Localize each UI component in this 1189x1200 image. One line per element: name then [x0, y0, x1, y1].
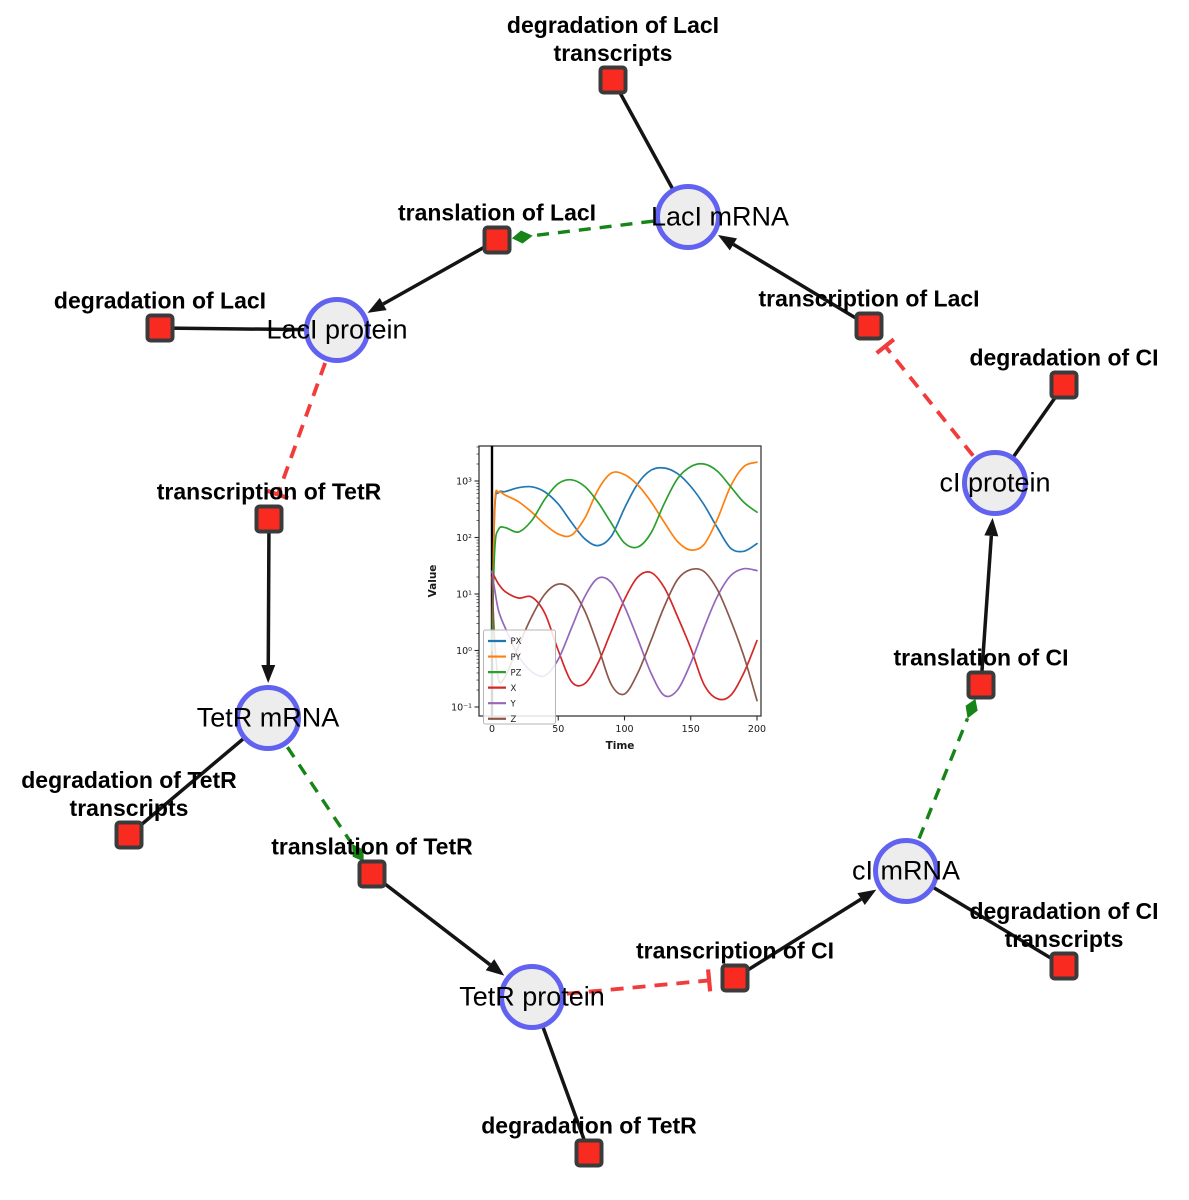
- reaction-node-deg-ci-tx[interactable]: [1049, 951, 1079, 981]
- species-node-tetr-mrna[interactable]: [235, 685, 301, 751]
- legend-label-py: PY: [511, 653, 522, 663]
- species-node-laci-protein[interactable]: [304, 297, 370, 363]
- time-series-chart: 10⁻¹ 10⁰ 10¹ 10² 10³ 0 50 100 150 200 Time Value PX P…: [427, 445, 766, 752]
- edge-inhibition-ci_protein-tx_laci: [875, 337, 975, 457]
- series-line-x: [491, 570, 758, 701]
- reaction-label-line: transcripts: [1004, 925, 1124, 952]
- reaction-label-line: transcripts: [69, 794, 189, 821]
- reaction-label-line: degradation of CI: [969, 898, 1159, 924]
- x-tick-label: 100: [615, 724, 633, 735]
- reaction-node-tx-laci[interactable]: [854, 311, 884, 341]
- x-tick-label: 200: [748, 724, 766, 735]
- reaction-label-deg-tetr-tx: degradation of TetR transcripts: [21, 767, 237, 822]
- reaction-node-deg-ci[interactable]: [1049, 370, 1079, 400]
- y-tick-label: 10²: [456, 533, 472, 544]
- edge-modifier-tetr_mrna-transl_tetr: [286, 746, 364, 862]
- reaction-label-line: translation of CI: [893, 644, 1069, 671]
- reaction-node-tx-tetr[interactable]: [254, 504, 284, 534]
- reaction-label-line: degradation of LacI: [506, 12, 720, 38]
- reaction-label-line: transcription of CI: [635, 937, 835, 964]
- legend-label-pz: PZ: [511, 668, 522, 678]
- edge-production-transl_ci-ci_protein: [979, 517, 999, 686]
- simulation-plot-inset: 10⁻¹ 10⁰ 10¹ 10² 10³ 0 50 100 150 200 Time Value PX P…: [425, 430, 775, 765]
- reaction-node-deg-laci-tx[interactable]: [598, 65, 628, 95]
- reaction-label-line: translation of TetR: [271, 833, 473, 860]
- edge-inhibition-laci_protein-tx_tetr: [266, 362, 327, 501]
- reaction-label-line: transcription of TetR: [156, 478, 382, 505]
- legend-label-z: Z: [511, 715, 517, 725]
- species-label-laci-protein: LacI protein: [266, 314, 408, 345]
- x-tick-label: 50: [552, 724, 564, 735]
- plot-frame: [478, 445, 762, 717]
- edge-production-tx_ci-ci_mrna: [734, 889, 877, 980]
- legend-label-y: Y: [510, 699, 517, 709]
- reaction-label-line: transcription of LacI: [758, 285, 980, 312]
- reaction-label-line: transcripts: [553, 39, 673, 66]
- reaction-label-transl-tetr: translation of TetR: [271, 834, 472, 862]
- legend-label-px: PX: [511, 637, 522, 647]
- reaction-node-transl-tetr[interactable]: [357, 859, 387, 889]
- reaction-label-line: translation of LacI: [397, 199, 597, 226]
- reaction-node-transl-ci[interactable]: [966, 670, 996, 700]
- species-label-laci-mrna: LacI mRNA: [650, 201, 790, 232]
- species-node-ci-protein[interactable]: [962, 450, 1028, 516]
- series-line-pz: [491, 462, 758, 652]
- x-tick-label: 0: [489, 724, 495, 735]
- edge-inhibition-tetr_protein-tx_ci: [566, 969, 713, 996]
- edge-production-transl_laci-laci_protein: [367, 238, 498, 313]
- edge-production-tx_tetr-tetr_mrna: [261, 518, 276, 684]
- x-axis-label: Time: [606, 740, 635, 752]
- species-node-ci-mrna[interactable]: [873, 838, 939, 904]
- y-axis-label: Value: [427, 565, 439, 598]
- edge-modifier-laci_mrna-transl_laci: [511, 219, 654, 244]
- series-line-px: [491, 466, 758, 652]
- reaction-label-tx-tetr: transcription of TetR: [157, 479, 381, 507]
- species-label-tetr-mrna: TetR mRNA: [196, 702, 340, 733]
- x-tick-label: 150: [682, 724, 700, 735]
- reaction-node-transl-laci[interactable]: [482, 225, 512, 255]
- reaction-label-line: degradation of TetR: [481, 1112, 697, 1139]
- reaction-label-tx-laci: transcription of LacI: [758, 286, 979, 314]
- reaction-node-deg-laci[interactable]: [145, 313, 175, 343]
- series-line-py: [491, 461, 758, 652]
- reaction-label-line: degradation of LacI: [53, 287, 267, 314]
- reaction-node-deg-tetr-tx[interactable]: [114, 820, 144, 850]
- legend-box: [483, 629, 556, 725]
- reaction-label-deg-ci-tx: degradation of CI transcripts: [969, 898, 1158, 953]
- reaction-label-deg-laci: degradation of LacI: [54, 288, 266, 316]
- reaction-label-deg-ci: degradation of CI: [969, 345, 1158, 373]
- y-tick-label: 10⁰: [456, 646, 472, 657]
- y-tick-label: 10¹: [456, 590, 472, 601]
- reaction-label-transl-laci: translation of LacI: [398, 200, 596, 228]
- species-label-ci-mrna: cI mRNA: [852, 855, 960, 886]
- reaction-label-deg-laci-tx: degradation of LacI transcripts: [507, 12, 719, 67]
- edge-production-transl_tetr-tetr_protein: [370, 872, 505, 976]
- species-label-tetr-protein: TetR protein: [459, 981, 605, 1012]
- reaction-label-deg-tetr: degradation of TetR: [481, 1113, 697, 1141]
- reaction-label-transl-ci: translation of CI: [893, 645, 1068, 673]
- legend-label-x: X: [511, 684, 517, 694]
- y-tick-label: 10⁻¹: [451, 703, 472, 714]
- species-label-ci-protein: cI protein: [939, 467, 1051, 498]
- reaction-label-line: degradation of CI: [969, 344, 1159, 371]
- reaction-label-line: degradation of TetR: [21, 767, 237, 793]
- edge-modifier-ci_mrna-transl_ci: [917, 698, 978, 840]
- reaction-node-tx-ci[interactable]: [720, 963, 750, 993]
- species-node-laci-mrna[interactable]: [655, 184, 721, 250]
- species-node-tetr-protein[interactable]: [499, 964, 565, 1030]
- reaction-label-tx-ci: transcription of CI: [636, 938, 834, 966]
- reaction-node-deg-tetr[interactable]: [574, 1138, 604, 1168]
- edge-production-tx_laci-laci_mrna: [717, 235, 870, 328]
- y-tick-label: 10³: [456, 477, 472, 488]
